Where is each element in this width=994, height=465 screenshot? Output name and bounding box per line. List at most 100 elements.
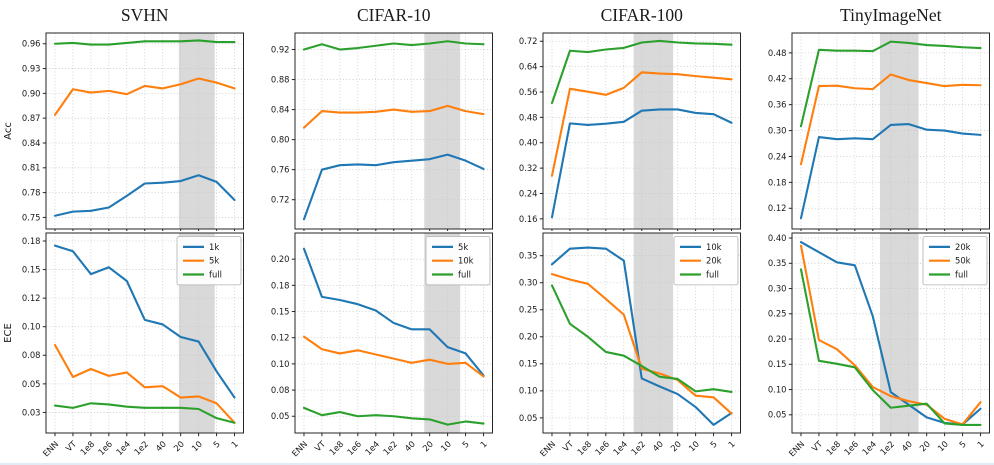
legend: 10k 20k full bbox=[673, 236, 739, 286]
x-tick-label: 10 bbox=[686, 439, 701, 454]
x-tick-label: 1 bbox=[726, 439, 737, 450]
y-tick-label: 0.35 bbox=[519, 251, 538, 261]
y-tick-label: 0.25 bbox=[767, 309, 786, 319]
highlight-band bbox=[879, 33, 919, 229]
x-tick-label: 1e8 bbox=[824, 439, 842, 457]
y-tick-label: 0.88 bbox=[270, 74, 289, 84]
x-tick-label: ENN bbox=[289, 439, 309, 459]
y-tick-label: 0.93 bbox=[22, 63, 41, 73]
x-tick-label: 1e8 bbox=[575, 439, 593, 457]
legend-label-20k: 20k bbox=[706, 256, 722, 266]
y-tick-label: 0.15 bbox=[767, 359, 786, 369]
x-tick-label: VT bbox=[312, 438, 327, 453]
series-line-20k bbox=[799, 123, 982, 220]
y-tick-label: 0.84 bbox=[270, 104, 289, 114]
x-tick-label: 1e6 bbox=[345, 439, 363, 457]
legend-label-50k: 50k bbox=[955, 256, 971, 266]
y-tick-label: 0.15 bbox=[519, 359, 538, 369]
series-line-5k bbox=[53, 77, 236, 116]
y-tick-label: 0.75 bbox=[22, 212, 41, 222]
y-tick-label: 0.76 bbox=[270, 165, 289, 175]
tinyimagenet-ece-chart: ENN VT 1e8 1e6 1e4 1e2 40 20 10 5 1 0.05 0.10 0.15 0.2… bbox=[767, 232, 990, 459]
legend-box bbox=[176, 236, 242, 286]
tinyimagenet-acc-chart: 0.12 0.18 0.24 0.30 0.36 0.42 0.48 TinyImageNet bbox=[767, 5, 990, 231]
highlight-band bbox=[633, 33, 674, 229]
x-tick-label: 40 bbox=[154, 439, 169, 454]
legend-label-full: full bbox=[706, 270, 719, 280]
y-tick-label: 0.18 bbox=[22, 236, 41, 246]
series-line-10k bbox=[550, 246, 733, 426]
y-tick-label: 0.18 bbox=[270, 280, 289, 290]
x-tick-label: 1e8 bbox=[327, 439, 345, 457]
highlight-band bbox=[423, 33, 460, 229]
cifar100-ece-chart: ENN VT 1e8 1e6 1e4 1e2 40 20 10 5 1 0.05 0.10 0.15 0.2… bbox=[519, 232, 741, 459]
y-tick-label: 0.12 bbox=[767, 203, 786, 213]
x-tick-label: ENN bbox=[41, 439, 61, 459]
y-tick-label: 0.64 bbox=[519, 62, 538, 72]
y-tick-label: 0.10 bbox=[767, 384, 786, 394]
y-tick-label: 0.42 bbox=[767, 74, 786, 84]
y-tick-label: 0.24 bbox=[519, 188, 538, 198]
cifar10-ece-chart: ENN VT 1e8 1e6 1e4 1e2 40 20 10 5 1 0.05 0.08 0.10 0.1… bbox=[270, 232, 493, 459]
y-tick-label: 0.56 bbox=[519, 87, 538, 97]
svhn-ece-chart: ENN VT 1e8 1e6 1e4 1e2 40 20 10 5 1 0.03 0.05 0.08 0.1… bbox=[3, 232, 244, 459]
x-tick-label: 40 bbox=[899, 439, 914, 454]
x-tick-label: 10 bbox=[189, 439, 204, 454]
x-tick-label: ENN bbox=[538, 439, 558, 459]
y-tick-label: 0.30 bbox=[767, 125, 786, 135]
y-tick-label: 0.72 bbox=[519, 36, 538, 46]
legend-label-5k: 5k bbox=[458, 242, 468, 252]
y-tick-label: 0.32 bbox=[519, 163, 538, 173]
subplot-svhn-acc: 0.75 0.78 0.81 0.84 0.87 0.90 0.93 0.96 Acc SVHN bbox=[0, 0, 249, 231]
x-tick-label: 20 bbox=[420, 439, 435, 454]
subplot-cifar100-acc: 0.16 0.24 0.32 0.40 0.48 0.56 0.64 0.72 CIFAR-10… bbox=[497, 0, 746, 231]
y-tick-label: 0.20 bbox=[767, 334, 786, 344]
subplot-cifar100-ece: ENN VT 1e8 1e6 1e4 1e2 40 20 10 5 1 0.05 0.10 0.15 0.2… bbox=[497, 231, 746, 465]
y-tick-label: 0.40 bbox=[767, 233, 786, 243]
subplot-svhn-ece: ENN VT 1e8 1e6 1e4 1e2 40 20 10 5 1 0.03 0.05 0.08 0.1… bbox=[0, 231, 249, 465]
legend-label-10k: 10k bbox=[458, 256, 474, 266]
x-tick-label: 1e4 bbox=[362, 439, 380, 457]
plot-title: CIFAR-100 bbox=[601, 5, 684, 25]
legend-label-full: full bbox=[209, 270, 222, 280]
y-tick-label: 0.35 bbox=[767, 258, 786, 268]
x-tick-label: 40 bbox=[651, 439, 666, 454]
x-tick-label: 1e6 bbox=[842, 439, 860, 457]
y-tick-label: 0.24 bbox=[767, 151, 786, 161]
x-tick-label: VT bbox=[809, 438, 824, 453]
y-tick-label: 0.90 bbox=[22, 88, 41, 98]
x-tick-label: 1e4 bbox=[859, 439, 877, 457]
x-tick-label: 1 bbox=[478, 439, 489, 450]
y-tick-label: 0.08 bbox=[22, 350, 41, 360]
x-tick-label: 5 bbox=[957, 439, 968, 450]
legend: 5k 10k full bbox=[425, 236, 490, 286]
y-tick-label: 0.05 bbox=[767, 410, 786, 420]
legend-label-10k: 10k bbox=[706, 242, 722, 252]
y-tick-label: 0.96 bbox=[22, 39, 41, 49]
series-line-full bbox=[302, 40, 485, 51]
y-tick-label: 0.16 bbox=[519, 214, 538, 224]
subplot-cifar10-acc: 0.72 0.76 0.80 0.84 0.88 0.92 CIFAR-10 bbox=[249, 0, 498, 231]
y-tick-label: 0.10 bbox=[519, 386, 538, 396]
y-tick-label: 0.15 bbox=[270, 306, 289, 316]
series-line-full bbox=[53, 402, 236, 424]
highlight-band bbox=[178, 33, 215, 229]
y-tick-label: 0.36 bbox=[767, 100, 786, 110]
y-tick-label: 0.15 bbox=[22, 264, 41, 274]
y-tick-label: 0.84 bbox=[22, 138, 41, 148]
series-line-5k bbox=[302, 247, 485, 377]
y-tick-label: 0.10 bbox=[270, 359, 289, 369]
x-tick-label: ENN bbox=[786, 439, 806, 459]
plot-title: SVHN bbox=[121, 5, 169, 25]
series-line-full bbox=[799, 268, 982, 426]
y-tick-label: 0.81 bbox=[22, 163, 41, 173]
x-tick-label: 1e8 bbox=[78, 439, 96, 457]
legend: 1k 5k full bbox=[176, 236, 242, 286]
series-line-full bbox=[550, 284, 733, 393]
y-axis-label: Acc bbox=[3, 122, 14, 140]
y-tick-label: 0.48 bbox=[767, 48, 786, 58]
y-tick-label: 0.20 bbox=[270, 254, 289, 264]
highlight-band bbox=[879, 233, 919, 433]
y-tick-label: 0.72 bbox=[270, 195, 289, 205]
x-tick-label: 10 bbox=[935, 439, 950, 454]
